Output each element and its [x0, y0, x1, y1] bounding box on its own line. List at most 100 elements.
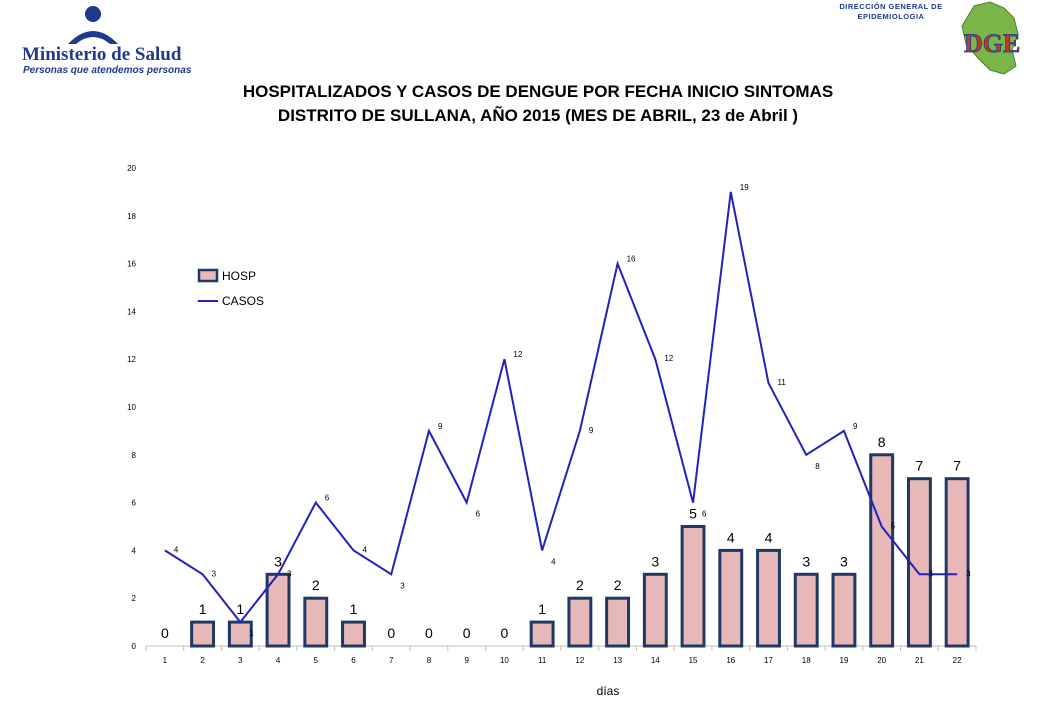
x-tick-label: 10 — [500, 656, 509, 665]
hosp-bar-label: 0 — [387, 625, 395, 641]
x-tick-label: 16 — [726, 656, 735, 665]
hosp-bar-label: 1 — [350, 601, 358, 617]
hosp-bar-label: 7 — [916, 458, 924, 474]
x-tick-label: 6 — [351, 656, 356, 665]
x-tick-label: 11 — [538, 656, 547, 665]
x-tick-label: 3 — [238, 656, 243, 665]
casos-point-label: 12 — [664, 354, 673, 363]
casos-point-label: 19 — [740, 183, 749, 192]
hosp-bar — [906, 477, 932, 648]
hosp-bar — [567, 596, 593, 648]
person-icon — [68, 6, 118, 44]
hosp-bar-label: 0 — [463, 625, 471, 641]
casos-point-label: 3 — [966, 569, 971, 578]
y-tick-label: 20 — [127, 164, 136, 173]
legend-hosp-label: HOSP — [222, 269, 256, 283]
x-tick-label: 8 — [427, 656, 432, 665]
hosp-bar-label: 3 — [651, 553, 659, 569]
x-tick-label: 13 — [613, 656, 622, 665]
casos-point-label: 4 — [551, 557, 556, 566]
chart-title-block: HOSPITALIZADOS Y CASOS DE DENGUE POR FEC… — [80, 80, 996, 128]
y-tick-label: 6 — [132, 499, 137, 508]
hosp-bar — [756, 548, 781, 648]
x-tick-label: 18 — [802, 656, 811, 665]
x-tick-label: 20 — [877, 656, 886, 665]
x-tick-label: 19 — [840, 656, 849, 665]
hosp-bar — [869, 453, 895, 648]
legend-casos-label: CASOS — [222, 294, 264, 308]
hosp-bar-label: 2 — [312, 577, 320, 593]
dge-letters: DGE — [964, 29, 1020, 58]
line-layer — [164, 191, 958, 624]
hosp-bar-label: 5 — [689, 506, 697, 522]
x-tick-label: 15 — [689, 656, 698, 665]
casos-point-label: 3 — [928, 569, 933, 578]
casos-point-label: 6 — [702, 510, 707, 519]
hosp-bar — [831, 572, 857, 648]
hosp-bar — [642, 572, 668, 648]
ministry-slogan: Personas que atendemos personas — [23, 65, 192, 76]
casos-point-label: 3 — [400, 581, 405, 590]
legend-hosp-swatch — [197, 268, 219, 283]
x-axis-label: días — [597, 684, 620, 698]
casos-point-label: 12 — [513, 350, 522, 359]
hosp-bar-label: 1 — [236, 601, 244, 617]
dge-line-2: EPIDEMIOLOGIA — [857, 12, 925, 21]
y-tick-label: 10 — [127, 403, 136, 412]
y-tick-label: 8 — [132, 451, 137, 460]
y-tick-label: 12 — [127, 355, 136, 364]
dge-line-1: DIRECCIÓN GENERAL DE — [839, 2, 943, 11]
hosp-bar-label: 3 — [274, 553, 282, 569]
ministry-name: Ministerio de Salud — [22, 44, 182, 65]
x-tick-label: 21 — [915, 656, 924, 665]
x-tick-label: 7 — [389, 656, 394, 665]
casos-point-label: 1 — [249, 629, 254, 638]
dge-header: DIRECCIÓN GENERAL DE EPIDEMIOLOGIA — [826, 2, 956, 22]
casos-point-label: 5 — [891, 522, 896, 531]
casos-point-label: 3 — [287, 569, 292, 578]
y-tick-label: 4 — [132, 546, 137, 555]
x-tick-label: 4 — [276, 656, 281, 665]
y-tick-label: 14 — [127, 307, 136, 316]
peru-map-icon — [961, 1, 1019, 75]
hosp-bar — [718, 548, 744, 648]
x-tick-label: 22 — [953, 656, 962, 665]
hosp-bar — [529, 620, 555, 648]
dge-logo: DGE — [961, 1, 1021, 75]
x-tick-label: 9 — [464, 656, 469, 665]
y-tick-label: 18 — [127, 212, 136, 221]
ministerio-logo — [68, 6, 118, 44]
casos-point-label: 3 — [212, 569, 217, 578]
casos-line — [164, 191, 958, 624]
hosp-bar-label: 1 — [199, 601, 207, 617]
hosp-bar-label: 7 — [953, 458, 961, 474]
casos-point-label: 4 — [363, 545, 368, 554]
casos-point-label: 6 — [476, 510, 481, 519]
hosp-bar-label: 2 — [614, 577, 622, 593]
hosp-bar — [944, 477, 970, 648]
chart-legend: HOSP CASOS — [197, 268, 264, 308]
hosp-bar-label: 4 — [727, 529, 735, 545]
hosp-bar-label: 0 — [501, 625, 509, 641]
y-tick-label: 0 — [132, 642, 137, 651]
y-tick-label: 16 — [127, 260, 136, 269]
casos-point-label: 11 — [778, 378, 787, 387]
hosp-bar-label: 1 — [538, 601, 546, 617]
hosp-bar — [303, 596, 329, 648]
casos-point-label: 9 — [589, 426, 594, 435]
hosp-bar-label: 8 — [878, 434, 886, 450]
casos-point-label: 16 — [627, 255, 636, 264]
hosp-bar-label: 0 — [161, 625, 169, 641]
casos-point-label: 6 — [325, 494, 330, 503]
x-tick-label: 12 — [575, 656, 584, 665]
bars-layer — [190, 453, 970, 648]
hosp-bar — [190, 620, 216, 648]
casos-point-label: 9 — [853, 422, 858, 431]
x-tick-label: 14 — [651, 656, 660, 665]
hosp-bar-label: 3 — [802, 553, 810, 569]
x-tick-label: 5 — [314, 656, 319, 665]
hosp-bar-label: 3 — [840, 553, 848, 569]
x-ticks-layer: 1 2 3 4 5 6 7 8 9 10 11 12 13 14 15 16 17 18 19 20 21 22 — [163, 656, 962, 665]
